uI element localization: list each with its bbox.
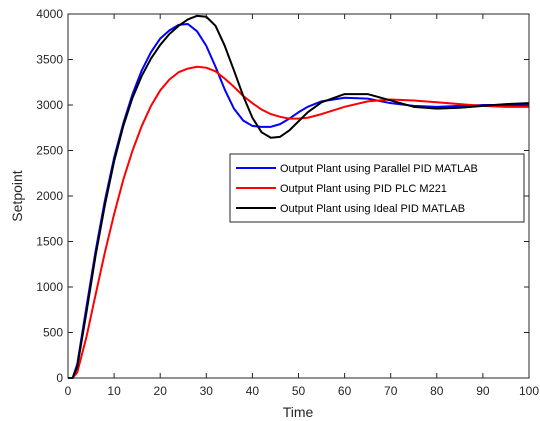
x-tick-label: 10 — [107, 384, 121, 398]
y-tick-label: 2500 — [36, 144, 63, 158]
y-tick-label: 500 — [43, 326, 63, 340]
series-layer — [68, 14, 530, 379]
x-tick-label: 80 — [430, 384, 444, 398]
y-tick-label: 1500 — [36, 235, 63, 249]
legend-label: Output Plant using Ideal PID MATLAB — [280, 203, 465, 215]
y-tick-label: 3000 — [36, 98, 63, 112]
x-tick-label: 20 — [154, 384, 168, 398]
x-axis-title: Time — [283, 404, 314, 420]
x-tick-label: 60 — [338, 384, 352, 398]
y-tick-label: 2000 — [36, 189, 63, 203]
x-tick-label: 30 — [200, 384, 214, 398]
legend-box — [229, 153, 525, 223]
x-tick-label: 70 — [384, 384, 398, 398]
legend-label: Output Plant using PID PLC M221 — [280, 183, 447, 195]
legend-label: Output Plant using Parallel PID MATLAB — [280, 163, 478, 175]
legend: Output Plant using Parallel PID MATLAB Ou… — [229, 153, 525, 223]
series-line-3 — [68, 14, 530, 379]
x-tick-label: 90 — [476, 384, 490, 398]
y-tick-label: 3500 — [36, 53, 63, 67]
x-tick-label: 0 — [65, 384, 72, 398]
x-tick-label: 100 — [519, 384, 539, 398]
x-axis: 0 10 20 30 40 50 60 70 80 90 100 — [65, 14, 539, 398]
y-tick-label: 0 — [56, 371, 63, 385]
y-tick-label: 1000 — [36, 280, 63, 294]
x-tick-label: 50 — [292, 384, 306, 398]
x-tick-label: 40 — [246, 384, 260, 398]
y-tick-label: 4000 — [36, 7, 63, 21]
y-axis-title: Setpoint — [9, 170, 25, 221]
y-axis: 0 500 1000 1500 2000 2500 3000 3500 4000 — [36, 7, 529, 385]
